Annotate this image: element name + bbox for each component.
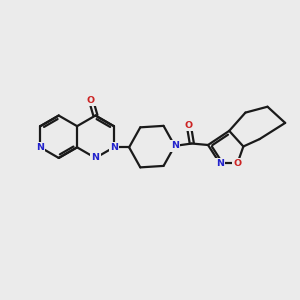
Text: O: O <box>185 122 193 130</box>
Text: O: O <box>233 159 242 168</box>
Text: O: O <box>87 96 95 105</box>
Text: N: N <box>36 143 44 152</box>
Text: N: N <box>171 141 179 150</box>
Text: N: N <box>92 153 99 162</box>
Text: N: N <box>216 159 224 168</box>
Text: N: N <box>110 143 118 152</box>
